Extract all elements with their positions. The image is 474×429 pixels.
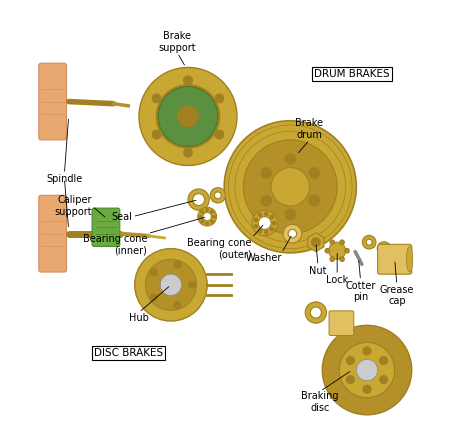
Circle shape xyxy=(380,376,387,384)
Circle shape xyxy=(201,211,204,213)
Circle shape xyxy=(211,211,213,213)
Circle shape xyxy=(339,342,395,398)
Circle shape xyxy=(309,168,319,178)
Circle shape xyxy=(152,130,161,139)
Circle shape xyxy=(363,347,371,355)
Circle shape xyxy=(192,193,205,205)
Circle shape xyxy=(198,207,217,226)
Circle shape xyxy=(264,230,268,234)
Circle shape xyxy=(254,224,257,228)
Circle shape xyxy=(273,221,276,225)
Circle shape xyxy=(213,215,215,218)
Circle shape xyxy=(214,192,221,199)
Circle shape xyxy=(199,215,201,218)
Text: Bearing cone
(inner): Bearing cone (inner) xyxy=(83,234,147,255)
Circle shape xyxy=(288,230,297,238)
Text: Braking
disc: Braking disc xyxy=(301,391,339,413)
Ellipse shape xyxy=(406,247,413,272)
Circle shape xyxy=(184,76,192,85)
Circle shape xyxy=(270,227,273,231)
Circle shape xyxy=(139,67,237,166)
Circle shape xyxy=(330,257,334,261)
Circle shape xyxy=(346,376,354,384)
Circle shape xyxy=(206,208,209,211)
Circle shape xyxy=(215,130,224,139)
Text: DISC BRAKES: DISC BRAKES xyxy=(94,348,163,358)
Circle shape xyxy=(305,302,327,323)
Circle shape xyxy=(340,257,344,261)
Circle shape xyxy=(377,242,391,255)
Text: Nut: Nut xyxy=(309,266,327,276)
Circle shape xyxy=(258,213,262,217)
Circle shape xyxy=(322,325,412,415)
Circle shape xyxy=(340,240,344,245)
Circle shape xyxy=(264,212,268,215)
Text: Grease
cap: Grease cap xyxy=(380,285,414,306)
Circle shape xyxy=(201,220,204,223)
FancyBboxPatch shape xyxy=(92,208,120,247)
Circle shape xyxy=(189,281,196,288)
Circle shape xyxy=(158,87,218,146)
Circle shape xyxy=(362,236,376,249)
Circle shape xyxy=(285,154,295,164)
Circle shape xyxy=(271,168,310,206)
Text: Bearing cone
(outer): Bearing cone (outer) xyxy=(187,238,252,260)
Circle shape xyxy=(381,246,387,251)
Circle shape xyxy=(283,224,302,243)
Text: Caliper
support: Caliper support xyxy=(55,195,92,217)
Circle shape xyxy=(258,217,271,230)
Circle shape xyxy=(328,242,346,259)
Circle shape xyxy=(146,259,197,311)
Circle shape xyxy=(210,187,226,203)
Text: Lock: Lock xyxy=(326,275,348,285)
Circle shape xyxy=(270,215,273,219)
Circle shape xyxy=(152,94,161,103)
Circle shape xyxy=(150,269,157,276)
Text: DRUM BRAKES: DRUM BRAKES xyxy=(314,69,390,79)
Circle shape xyxy=(160,274,182,296)
Circle shape xyxy=(206,222,209,225)
Circle shape xyxy=(254,218,257,221)
Circle shape xyxy=(156,85,220,148)
Circle shape xyxy=(215,94,224,103)
Circle shape xyxy=(330,240,334,245)
Circle shape xyxy=(135,248,207,321)
Text: Hub: Hub xyxy=(129,313,149,323)
Circle shape xyxy=(203,212,211,221)
Text: Spindle: Spindle xyxy=(46,174,82,184)
Circle shape xyxy=(325,248,329,253)
FancyBboxPatch shape xyxy=(39,195,66,272)
Circle shape xyxy=(346,356,354,364)
Circle shape xyxy=(311,238,320,247)
Circle shape xyxy=(174,302,181,308)
Text: Cotter
pin: Cotter pin xyxy=(346,281,376,302)
Circle shape xyxy=(224,121,356,253)
Circle shape xyxy=(252,210,277,236)
Circle shape xyxy=(310,307,321,318)
Circle shape xyxy=(366,239,372,245)
Text: Brake
drum: Brake drum xyxy=(295,118,323,140)
Circle shape xyxy=(261,168,272,178)
Circle shape xyxy=(243,140,337,234)
Text: Brake
support: Brake support xyxy=(158,31,196,52)
Circle shape xyxy=(188,189,210,210)
Circle shape xyxy=(150,294,157,301)
Circle shape xyxy=(177,106,199,127)
Circle shape xyxy=(285,209,295,220)
Circle shape xyxy=(211,220,213,223)
Circle shape xyxy=(363,385,371,393)
FancyBboxPatch shape xyxy=(329,311,354,335)
Circle shape xyxy=(345,248,349,253)
Circle shape xyxy=(258,230,262,233)
Text: Washer: Washer xyxy=(246,253,282,263)
Circle shape xyxy=(380,356,387,364)
Circle shape xyxy=(261,196,272,206)
FancyBboxPatch shape xyxy=(39,63,66,140)
FancyBboxPatch shape xyxy=(378,245,412,274)
Text: Seal: Seal xyxy=(112,211,133,222)
Circle shape xyxy=(309,196,319,206)
Circle shape xyxy=(356,360,378,381)
Circle shape xyxy=(184,148,192,157)
Circle shape xyxy=(174,261,181,268)
